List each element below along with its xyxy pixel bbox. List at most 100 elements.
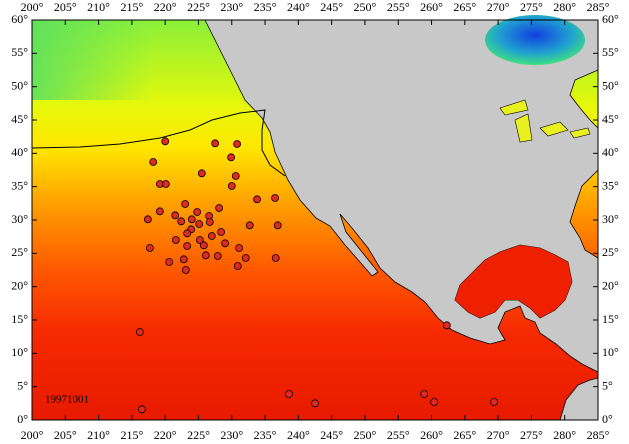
station-marker (227, 182, 236, 190)
station-marker (215, 204, 224, 212)
station-marker (211, 139, 220, 148)
station-marker (201, 251, 210, 260)
y-tick-label: 25° (11, 245, 28, 259)
x-tick-label: 270° (487, 0, 510, 14)
y-tick-label: 10° (11, 345, 28, 359)
x-tick-label: 250° (354, 428, 377, 442)
station-marker (181, 266, 190, 274)
x-tick-label: 260° (420, 0, 443, 14)
station-marker (137, 405, 146, 414)
x-tick-label: 245° (320, 428, 343, 442)
station-marker (420, 390, 429, 398)
station-marker (241, 254, 250, 262)
station-marker (271, 194, 279, 202)
y-tick-label: 5° (602, 378, 613, 392)
station-marker (197, 169, 206, 178)
x-tick-label: 255° (387, 0, 410, 14)
x-tick-label: 205° (54, 428, 77, 442)
x-tick-label: 245° (320, 0, 343, 14)
x-tick-label: 205° (54, 0, 77, 14)
x-tick-label: 235° (254, 428, 277, 442)
station-marker (199, 241, 208, 250)
y-tick-label: 50° (11, 78, 28, 92)
x-tick-label: 255° (387, 428, 410, 442)
x-tick-label: 220° (154, 428, 177, 442)
station-marker (149, 158, 158, 166)
x-tick-label: 265° (453, 428, 476, 442)
x-tick-label: 210° (87, 428, 110, 442)
y-tick-label: 20° (11, 278, 28, 292)
x-tick-label: 265° (453, 0, 476, 14)
station-marker (207, 232, 216, 240)
station-marker (205, 218, 214, 226)
station-marker (183, 242, 192, 250)
y-tick-label: 35° (602, 178, 619, 192)
x-tick-label: 275° (520, 428, 543, 442)
x-tick-label: 230° (220, 428, 243, 442)
y-tick-label: 60° (602, 12, 619, 26)
y-tick-label: 0° (17, 412, 28, 426)
station-marker (235, 244, 243, 252)
station-marker (442, 321, 451, 330)
y-tick-label: 10° (602, 345, 619, 359)
station-marker (195, 220, 204, 228)
station-marker (177, 217, 186, 226)
date-label: 19971001 (45, 394, 89, 406)
station-marker (285, 390, 293, 398)
x-tick-label: 285° (587, 0, 610, 14)
x-tick-label: 225° (187, 0, 210, 14)
station-marker (155, 207, 164, 216)
station-marker (179, 255, 188, 264)
station-marker (171, 211, 180, 220)
contour-line (31, 109, 286, 177)
station-marker (221, 239, 230, 248)
station-marker (311, 399, 319, 408)
station-marker (253, 195, 261, 204)
station-marker (231, 172, 240, 180)
y-tick-label: 55° (602, 45, 619, 59)
station-marker (233, 262, 242, 270)
x-tick-label: 230° (220, 0, 243, 14)
x-tick-label: 270° (487, 428, 510, 442)
station-marker (273, 221, 282, 230)
station-marker (490, 398, 499, 406)
station-marker (195, 236, 204, 244)
station-marker (145, 244, 154, 252)
y-tick-label: 15° (11, 312, 28, 326)
station-marker (245, 221, 254, 230)
station-marker (227, 153, 235, 162)
x-tick-label: 240° (287, 0, 310, 14)
station-marker (161, 137, 170, 146)
station-marker (193, 208, 202, 216)
x-tick-label: 280° (553, 0, 576, 14)
station-marker (171, 236, 180, 244)
station-marker (161, 180, 170, 188)
station-marker (183, 229, 192, 238)
x-tick-label: 220° (154, 0, 177, 14)
station-marker (271, 254, 280, 262)
x-tick-label: 260° (420, 428, 443, 442)
hudson-bay (485, 15, 585, 65)
station-marker (135, 328, 144, 336)
x-tick-label: 285° (587, 428, 610, 442)
x-tick-label: 215° (120, 0, 143, 14)
y-tick-label: 60° (11, 12, 28, 26)
x-tick-label: 275° (520, 0, 543, 14)
y-tick-label: 35° (11, 178, 28, 192)
y-tick-label: 40° (11, 145, 28, 159)
x-tick-label: 240° (287, 428, 310, 442)
station-marker (233, 140, 241, 148)
station-marker (143, 215, 152, 224)
x-tick-label: 225° (187, 428, 210, 442)
y-tick-label: 40° (602, 145, 619, 159)
x-tick-label: 250° (354, 0, 377, 14)
station-marker (165, 258, 174, 266)
y-tick-label: 25° (602, 245, 619, 259)
station-marker (187, 215, 196, 224)
y-tick-label: 45° (11, 112, 28, 126)
station-marker (213, 252, 222, 260)
x-tick-label: 210° (87, 0, 110, 14)
great-lakes (499, 99, 591, 143)
station-marker (181, 200, 190, 208)
